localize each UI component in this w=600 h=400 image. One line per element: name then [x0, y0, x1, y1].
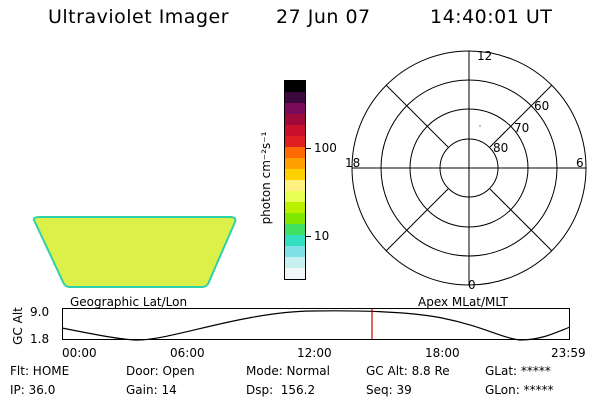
colorbar [284, 80, 306, 280]
polar-plot: 12 18 6 0 60 70 80 [345, 49, 587, 292]
mlt-18-label: 18 [345, 156, 360, 170]
altitude-ytick-bottom: 1.8 [30, 332, 50, 346]
geographic-image [32, 216, 237, 288]
colorbar-band [285, 169, 305, 180]
geographic-image-fill [32, 216, 237, 288]
altitude-ylabel: GC Alt [11, 307, 25, 345]
altitude-xtick-2: 12:00 [297, 346, 332, 360]
colorbar-band [285, 136, 305, 147]
lat-80-label: 80 [493, 141, 508, 155]
lat-60-label: 60 [534, 99, 549, 113]
altitude-ytick-top: 9.0 [30, 305, 50, 319]
colorbar-band [285, 180, 305, 191]
colorbar-band [285, 202, 305, 213]
colorbar-band [285, 235, 305, 246]
colorbar-band [285, 114, 305, 125]
colorbar-band [285, 147, 305, 158]
colorbar-band [285, 103, 305, 114]
status-dsp: Dsp: 156.2 [246, 383, 316, 397]
colorbar-band [285, 268, 305, 279]
lat-70-label: 70 [514, 121, 529, 135]
colorbar-band [285, 213, 305, 224]
date-label: 27 Jun 07 [276, 6, 371, 28]
colorbar-band [285, 191, 305, 202]
altitude-curve [61, 310, 571, 341]
status-flt: Flt: HOME [10, 364, 70, 378]
polar-dot [479, 125, 481, 127]
altitude-xtick-4: 23:59 [551, 346, 586, 360]
time-label: 14:40:01 UT [430, 6, 553, 28]
altitude-xtick-1: 06:00 [170, 346, 205, 360]
colorbar-tick-100 [306, 148, 311, 149]
altitude-plot [61, 308, 571, 341]
colorbar-tick-label-100: 100 [314, 141, 337, 155]
altitude-xtick-3: 18:00 [425, 346, 460, 360]
mlt-6-label: 6 [576, 156, 584, 170]
colorbar-unit-label: photon cm⁻²s⁻¹ [259, 131, 273, 225]
colorbar-band [285, 92, 305, 103]
colorbar-band [285, 81, 305, 92]
mlt-0-label: 0 [468, 278, 476, 292]
colorbar-band [285, 224, 305, 235]
colorbar-tick-10 [306, 236, 311, 237]
geographic-label: Geographic Lat/Lon [70, 295, 188, 309]
instrument-title: Ultraviolet Imager [48, 6, 230, 28]
colorbar-band [285, 158, 305, 169]
mlt-12-label: 12 [477, 49, 492, 63]
polar-label: Apex MLat/MLT [418, 295, 508, 309]
status-seq: Seq: 39 [366, 383, 412, 397]
colorbar-tick-label-10: 10 [314, 229, 330, 243]
status-door: Door: Open [126, 364, 195, 378]
altitude-xtick-0: 00:00 [62, 346, 97, 360]
status-mode: Mode: Normal [246, 364, 330, 378]
status-glon: GLon: ***** [485, 383, 554, 397]
status-gain: Gain: 14 [126, 383, 177, 397]
colorbar-band [285, 246, 305, 257]
status-ip: IP: 36.0 [10, 383, 56, 397]
colorbar-band [285, 257, 305, 268]
status-gc-alt: GC Alt: 8.8 Re [366, 364, 450, 378]
colorbar-band [285, 125, 305, 136]
status-glat: GLat: ***** [485, 364, 551, 378]
